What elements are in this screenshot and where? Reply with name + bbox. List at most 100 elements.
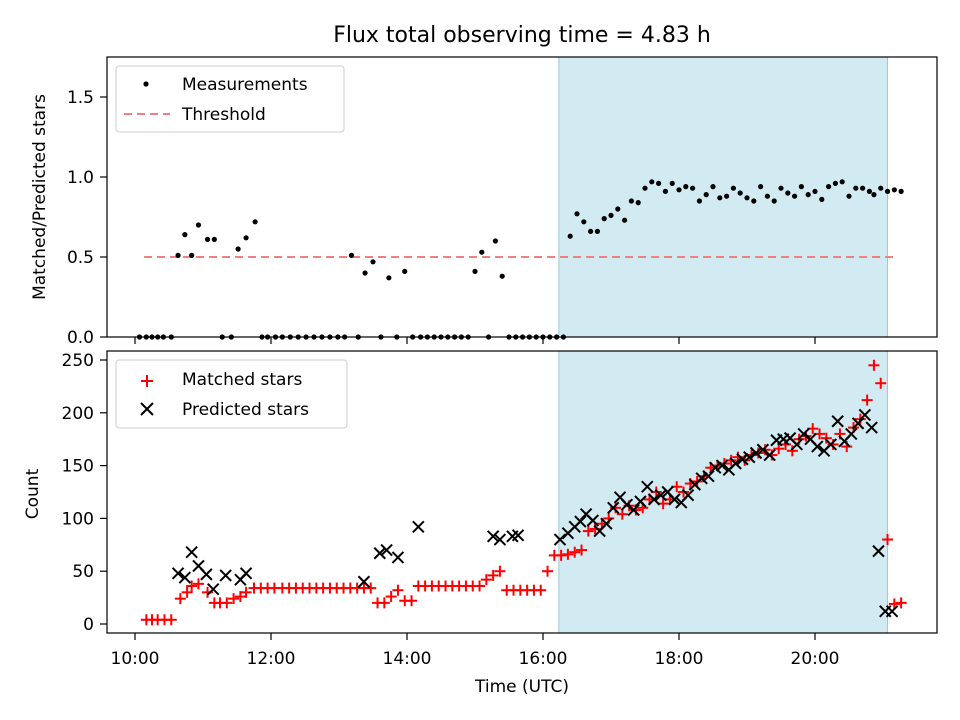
predicted-star-point xyxy=(178,571,192,584)
matched-star-point xyxy=(555,549,567,561)
measurement-point xyxy=(175,252,181,258)
bottom-x-tick-label: 20:00 xyxy=(791,649,840,669)
predicted-star-point xyxy=(493,533,507,546)
measurement-point xyxy=(891,187,897,193)
matched-star-point xyxy=(174,593,186,605)
measurement-point xyxy=(744,195,750,201)
bottom-x-tick-label: 12:00 xyxy=(247,649,296,669)
predicted-star-point xyxy=(206,582,220,596)
predicted-star-point xyxy=(709,461,722,474)
top-y-ticks: 0.0 0.5 1.0 1.5 xyxy=(67,88,107,348)
predicted-star-point xyxy=(357,575,371,588)
measurement-point xyxy=(778,185,784,191)
predicted-star-point xyxy=(627,503,640,517)
measurement-point xyxy=(703,192,709,198)
measurement-point xyxy=(204,236,211,242)
matched-star-point xyxy=(786,445,798,457)
measurement-point xyxy=(751,198,757,204)
measurement-point xyxy=(581,219,587,225)
predicted-star-point xyxy=(824,438,838,451)
bottom-y-tick-label: 50 xyxy=(72,562,94,582)
measurement-point xyxy=(622,217,628,223)
predicted-star-point xyxy=(239,567,253,580)
measurement-point xyxy=(730,185,737,191)
predicted-star-point xyxy=(185,545,198,559)
measurement-point xyxy=(764,193,771,199)
predicted-star-point xyxy=(654,488,668,502)
predicted-star-point xyxy=(865,421,878,434)
legend-matched-label: Matched stars xyxy=(182,370,302,390)
measurement-point xyxy=(676,187,682,193)
measurement-point xyxy=(669,180,675,186)
matched-star-point xyxy=(406,595,418,607)
matched-star-point xyxy=(494,565,506,577)
measurement-point xyxy=(635,200,641,206)
measurement-point xyxy=(853,185,859,191)
measurement-point xyxy=(189,252,195,258)
matched-star-point xyxy=(875,377,887,389)
predicted-star-point xyxy=(851,417,865,430)
measurement-point xyxy=(608,212,614,218)
predicted-star-point xyxy=(858,408,872,422)
measurement-point xyxy=(832,180,839,186)
bottom-y-axis-label: Count xyxy=(23,468,43,519)
matched-star-point xyxy=(365,582,377,594)
predicted-star-point xyxy=(763,448,776,462)
matched-star-point xyxy=(480,574,492,586)
measurement-point xyxy=(386,275,392,281)
predicted-star-point xyxy=(511,529,525,542)
bottom-x-tick-label: 14:00 xyxy=(383,649,432,669)
predicted-star-point xyxy=(715,459,729,472)
matched-star-point xyxy=(240,586,252,598)
predicted-star-point xyxy=(600,517,613,530)
matched-star-point xyxy=(192,578,204,590)
predicted-star-point xyxy=(634,495,647,508)
matched-star-point xyxy=(868,359,880,371)
matched-star-point xyxy=(392,584,404,596)
predicted-star-point xyxy=(797,427,810,441)
bottom-y-tick-label: 250 xyxy=(62,351,94,371)
predicted-star-point xyxy=(872,544,885,558)
measurement-point xyxy=(662,188,669,194)
top-shaded-region xyxy=(558,56,889,338)
measurement-point xyxy=(866,188,873,194)
matched-star-point xyxy=(895,597,907,609)
bottom-panel: 0 50 100 150 200 250 10:00 12:00 14:00 16:00 18:0… xyxy=(23,350,938,697)
measurement-point xyxy=(819,196,825,202)
predicted-star-points xyxy=(171,408,899,618)
bottom-legend-box xyxy=(115,359,348,429)
predicted-star-point xyxy=(885,605,899,618)
measurement-point xyxy=(737,190,743,196)
predicted-star-point xyxy=(553,533,567,546)
measurement-point xyxy=(649,179,655,185)
measurement-point xyxy=(252,219,258,225)
predicted-star-point xyxy=(373,547,387,560)
bottom-x-tick-label: 18:00 xyxy=(655,649,704,669)
top-legend: Measurements Threshold xyxy=(115,65,345,133)
measurement-point xyxy=(362,270,368,276)
predicted-star-point xyxy=(729,457,742,470)
matched-star-point xyxy=(186,580,198,592)
predicted-star-point xyxy=(811,440,824,453)
legend-measurements-label: Measurements xyxy=(182,75,308,95)
measurement-point xyxy=(724,193,730,199)
legend-measurements-marker xyxy=(143,81,149,87)
top-y-tick-label: 0.5 xyxy=(67,248,94,268)
predicted-star-point xyxy=(736,453,749,466)
measurement-point xyxy=(195,222,202,228)
matched-star-point xyxy=(888,598,900,610)
top-y-axis-label: Matched/Predicted stars xyxy=(30,94,50,300)
predicted-star-point xyxy=(380,543,393,557)
measurement-point xyxy=(601,216,607,222)
matched-star-point xyxy=(576,544,588,556)
predicted-star-point xyxy=(790,438,804,451)
chart-title: Flux total observing time = 4.83 h xyxy=(333,23,711,48)
predicted-star-point xyxy=(845,427,858,441)
matched-star-point xyxy=(820,432,832,444)
bottom-y-tick-label: 200 xyxy=(62,404,94,424)
bottom-plot-frame xyxy=(106,350,938,634)
matched-star-point xyxy=(181,586,193,598)
measurement-point xyxy=(785,190,791,196)
bottom-x-ticks: 10:00 12:00 14:00 16:00 18:00 20:00 xyxy=(111,633,840,669)
measurement-point xyxy=(871,192,877,198)
